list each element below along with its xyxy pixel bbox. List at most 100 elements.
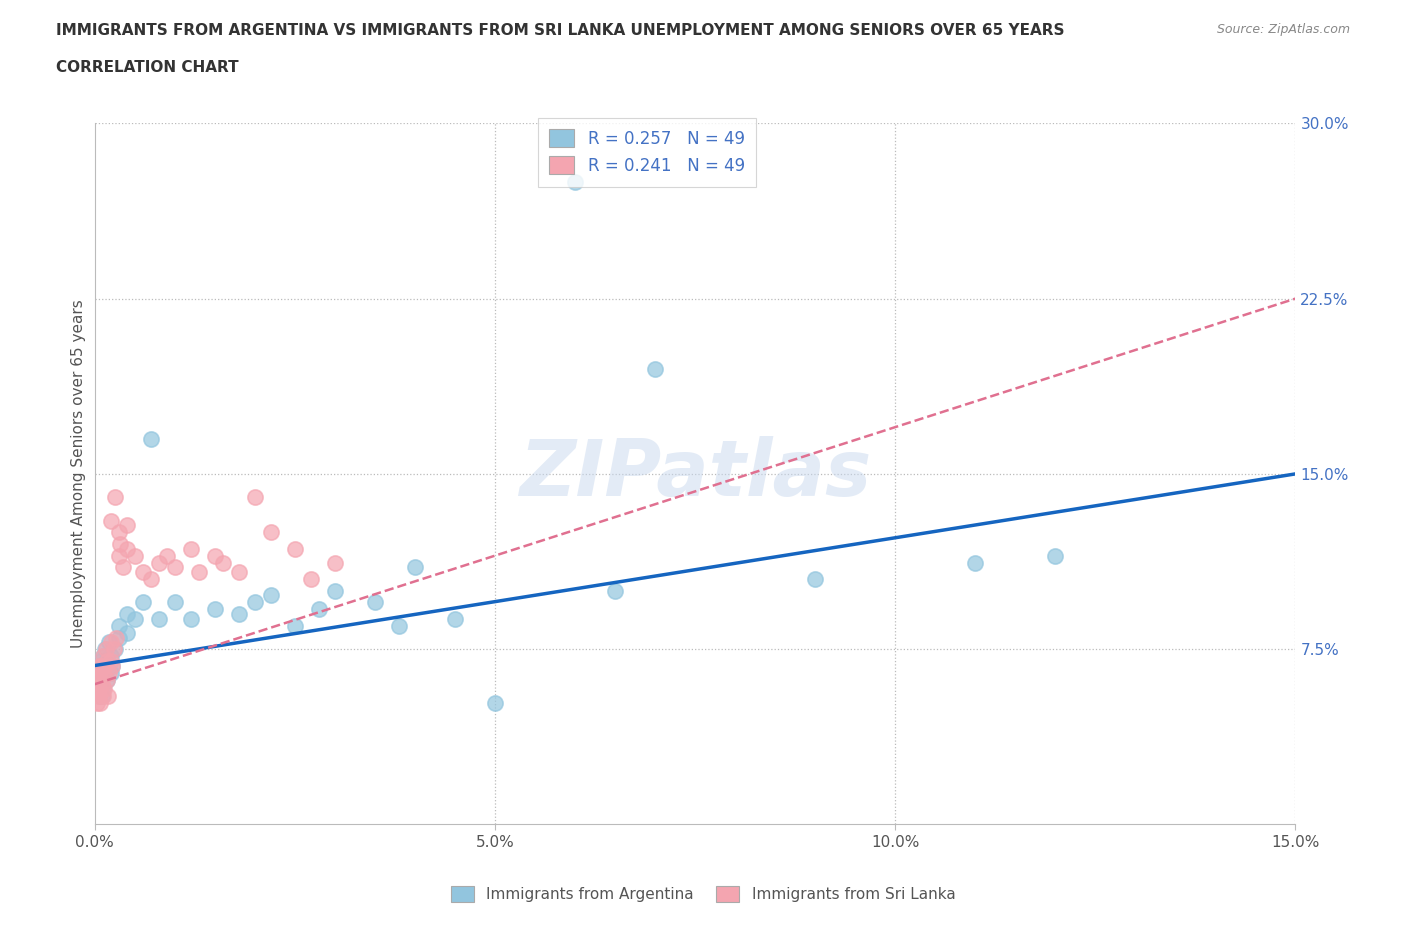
Point [87,665,110,680]
Point [86,670,108,684]
Point [90,688,112,703]
Point [163,595,186,610]
Point [644,361,666,376]
Point [228,565,250,579]
Point [91,665,114,680]
Point [107,618,129,633]
Text: ZIPatlas: ZIPatlas [519,436,872,512]
Point [90,654,112,669]
Point [148,555,170,570]
Point [89,672,111,687]
Point [156,549,179,564]
Point [187,565,209,579]
Point [211,555,233,570]
Point [124,611,146,626]
Point [107,525,129,539]
Point [404,560,426,575]
Point [107,630,129,644]
Point [90,677,112,692]
Point [97,688,120,703]
Point [107,549,129,564]
Point [260,525,283,539]
Point [443,611,465,626]
Point [90,658,112,673]
Legend: R = 0.257   N = 49, R = 0.241   N = 49: R = 0.257 N = 49, R = 0.241 N = 49 [537,117,756,187]
Point [139,432,162,446]
Point [124,549,146,564]
Point [1045,549,1067,564]
Point [87,672,110,687]
Point [91,649,114,664]
Point [94,642,117,657]
Point [484,696,506,711]
Point [89,665,111,680]
Point [87,688,110,703]
Point [98,635,121,650]
Text: Source: ZipAtlas.com: Source: ZipAtlas.com [1216,23,1350,36]
Point [101,658,124,673]
Point [204,549,226,564]
Point [228,606,250,621]
Point [308,602,330,617]
Point [388,618,411,633]
Point [93,682,115,697]
Point [93,658,115,673]
Y-axis label: Unemployment Among Seniors over 65 years: Unemployment Among Seniors over 65 years [72,299,86,648]
Point [87,658,110,673]
Point [100,649,122,664]
Point [100,635,122,650]
Text: CORRELATION CHART: CORRELATION CHART [56,60,239,75]
Point [96,672,118,687]
Point [87,688,110,703]
Point [284,541,307,556]
Point [89,682,111,697]
Point [131,565,153,579]
Point [111,560,134,575]
Point [96,672,118,687]
Point [100,513,122,528]
Point [115,518,138,533]
Point [90,677,112,692]
Point [323,555,346,570]
Point [100,654,122,669]
Point [103,642,125,657]
Point [91,649,114,664]
Point [115,606,138,621]
Point [148,611,170,626]
Point [96,654,118,669]
Point [94,658,117,673]
Point [323,583,346,598]
Point [91,688,114,703]
Point [180,611,202,626]
Legend: Immigrants from Argentina, Immigrants from Sri Lanka: Immigrants from Argentina, Immigrants fr… [444,880,962,909]
Point [204,602,226,617]
Point [364,595,387,610]
Point [105,630,128,644]
Point [101,658,124,673]
Point [243,595,266,610]
Point [115,625,138,640]
Point [89,682,111,697]
Point [89,696,111,711]
Point [100,665,122,680]
Point [564,174,586,189]
Point [804,572,827,587]
Point [965,555,987,570]
Point [284,618,307,633]
Point [89,672,111,687]
Point [84,682,107,697]
Point [163,560,186,575]
Point [115,541,138,556]
Point [103,642,125,657]
Point [89,658,111,673]
Point [87,682,110,697]
Point [260,588,283,603]
Text: IMMIGRANTS FROM ARGENTINA VS IMMIGRANTS FROM SRI LANKA UNEMPLOYMENT AMONG SENIOR: IMMIGRANTS FROM ARGENTINA VS IMMIGRANTS … [56,23,1064,38]
Point [108,537,131,551]
Point [131,595,153,610]
Point [299,572,322,587]
Point [243,490,266,505]
Point [180,541,202,556]
Point [139,572,162,587]
Point [603,583,626,598]
